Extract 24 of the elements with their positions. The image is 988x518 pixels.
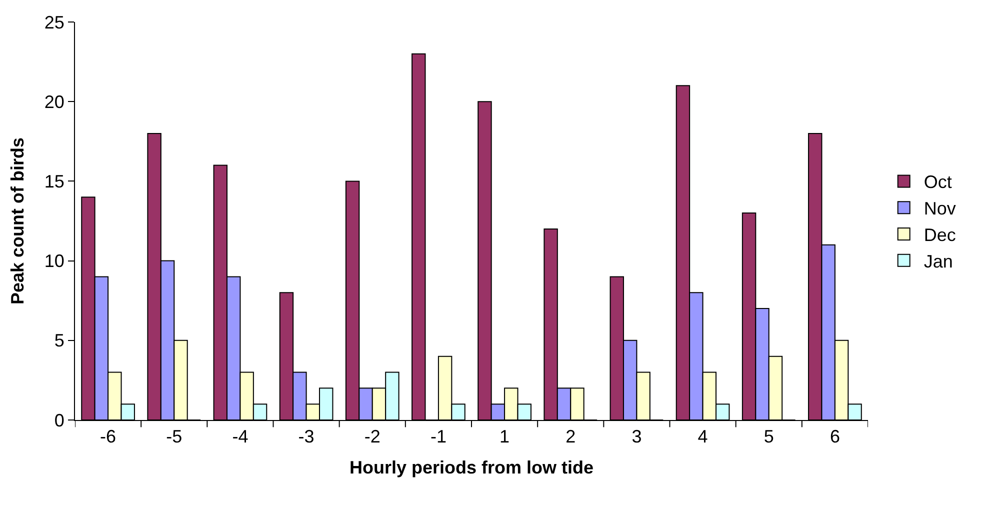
legend-label: Jan	[924, 251, 953, 272]
x-tick-label: -2	[364, 426, 380, 447]
x-tick-label: -6	[100, 426, 116, 447]
y-tick-label: 5	[54, 330, 64, 351]
x-tick-label: 3	[632, 426, 642, 447]
x-tick-label: -4	[232, 426, 248, 447]
y-tick-label: 25	[44, 12, 64, 32]
y-tick-label: 10	[44, 251, 64, 272]
x-tick-label: -5	[166, 426, 182, 447]
x-tick-label: -3	[298, 426, 314, 447]
x-tick-label: 2	[566, 426, 576, 447]
legend-label: Nov	[924, 198, 956, 219]
x-tick-label: -1	[430, 426, 446, 447]
y-tick-label: 20	[44, 92, 64, 112]
x-tick-label: 5	[764, 426, 774, 447]
y-axis-title: Peak count of birds	[8, 137, 28, 305]
legend-label: Dec	[924, 225, 956, 246]
legend-label: Oct	[924, 172, 952, 192]
x-tick-label: 6	[830, 426, 840, 447]
x-axis-title: Hourly periods from low tide	[349, 458, 594, 478]
x-tick-label: 4	[698, 426, 708, 447]
y-tick-label: 0	[54, 410, 64, 430]
x-tick-label: 1	[500, 426, 510, 447]
y-tick-label: 15	[44, 172, 64, 192]
